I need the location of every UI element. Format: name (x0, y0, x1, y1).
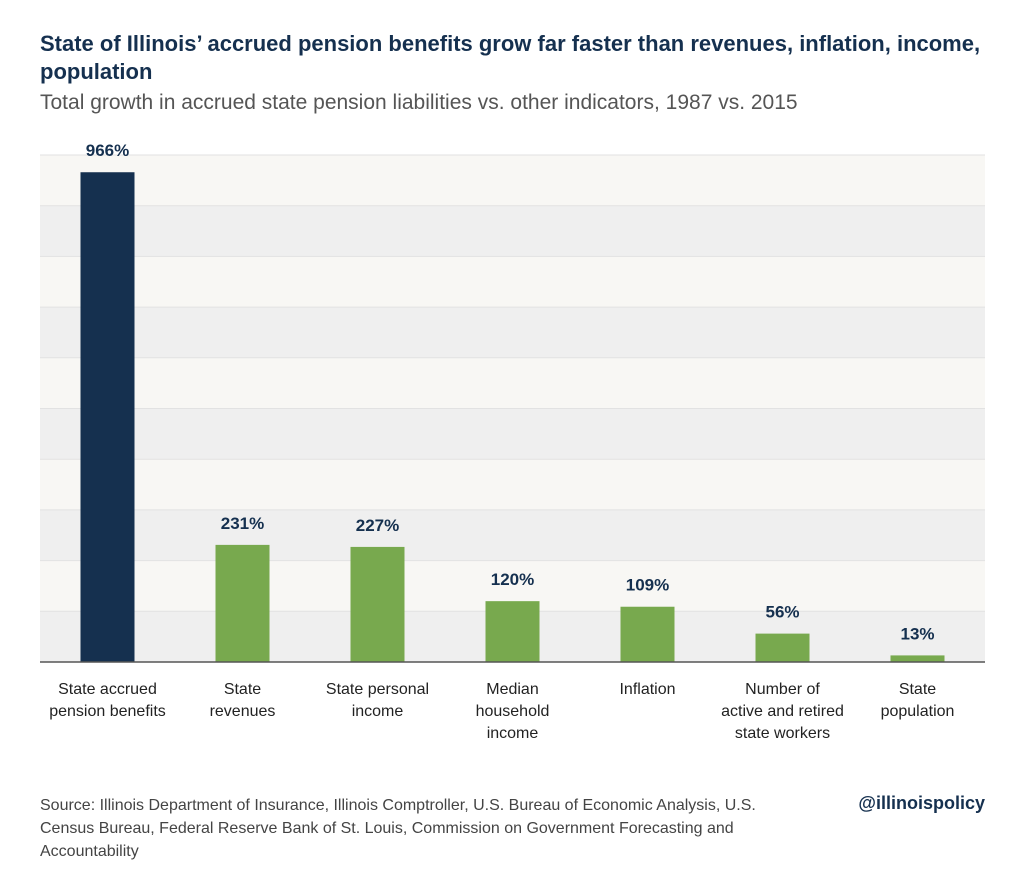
x-tick-label: Inflation (619, 681, 676, 698)
data-label: 231% (221, 514, 264, 533)
grid-band (40, 256, 985, 308)
grid-band (40, 357, 985, 409)
x-tick-label: Number of active and retired state worke… (721, 681, 844, 742)
x-tick-label: Median household income (475, 681, 550, 742)
x-tick-label: State revenues (209, 681, 276, 720)
data-label: 120% (491, 570, 534, 589)
data-label: 109% (626, 576, 669, 595)
x-tick-label: State accrued pension benefits (49, 681, 166, 720)
bar (80, 172, 135, 662)
grid-band (40, 155, 985, 206)
grid-band (40, 307, 985, 358)
x-tick-label: State population (880, 681, 955, 720)
grid-band (40, 459, 985, 510)
grid-band (40, 205, 985, 257)
data-label: 13% (900, 624, 934, 643)
bar (890, 655, 945, 662)
source-note: Source: Illinois Department of Insurance… (40, 797, 756, 860)
data-label: 56% (765, 603, 799, 622)
chart-title: State of Illinois’ accrued pension benef… (40, 31, 981, 84)
bar (620, 606, 675, 662)
bar (755, 633, 810, 662)
bar (350, 546, 405, 662)
credit: @illinoispolicy (858, 793, 985, 813)
x-tick-label: State personal income (325, 681, 430, 720)
data-label: 227% (356, 516, 399, 535)
chart-subtitle: Total growth in accrued state pension li… (40, 91, 798, 114)
grid-band (40, 509, 985, 561)
data-label: 966% (86, 141, 129, 160)
bar (485, 601, 540, 662)
grid-band (40, 408, 985, 460)
bar (215, 544, 270, 662)
